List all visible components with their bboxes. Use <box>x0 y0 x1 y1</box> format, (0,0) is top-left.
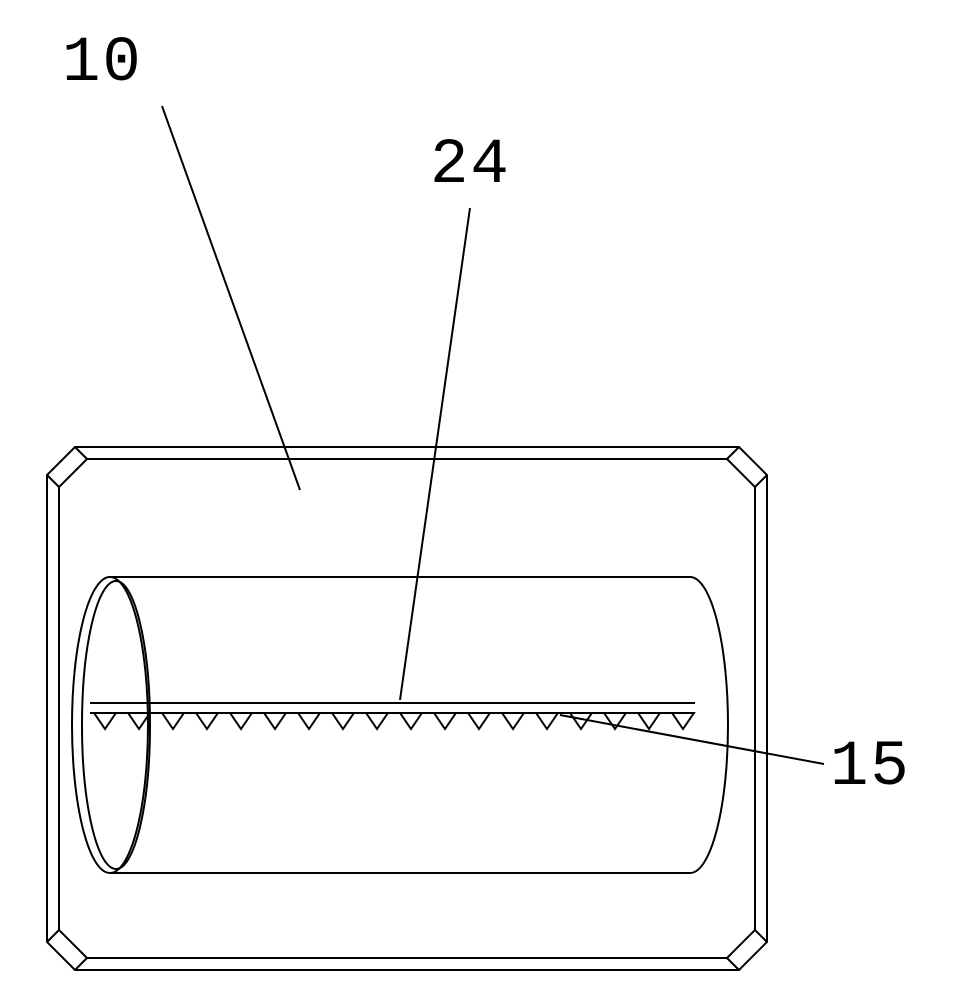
tooth <box>672 713 694 729</box>
tooth <box>434 713 456 729</box>
tooth <box>128 713 150 729</box>
callout-label-15: 15 <box>830 732 911 804</box>
tooth <box>366 713 388 729</box>
block-back-face <box>59 459 755 958</box>
tooth <box>400 713 422 729</box>
tooth <box>230 713 252 729</box>
tooth <box>502 713 524 729</box>
tooth <box>298 713 320 729</box>
cylinder-right-cap <box>690 577 728 873</box>
callout-label-24: 24 <box>430 130 511 202</box>
leader-line-24 <box>400 208 470 700</box>
tooth <box>264 713 286 729</box>
leader-line-10 <box>162 106 300 490</box>
tooth <box>196 713 218 729</box>
tooth <box>332 713 354 729</box>
tooth <box>162 713 184 729</box>
block-front-face <box>47 447 767 970</box>
callout-label-10: 10 <box>62 28 143 100</box>
tooth <box>638 713 660 729</box>
tooth <box>536 713 558 729</box>
leader-line-15 <box>560 715 824 764</box>
tooth <box>94 713 116 729</box>
tooth <box>468 713 490 729</box>
